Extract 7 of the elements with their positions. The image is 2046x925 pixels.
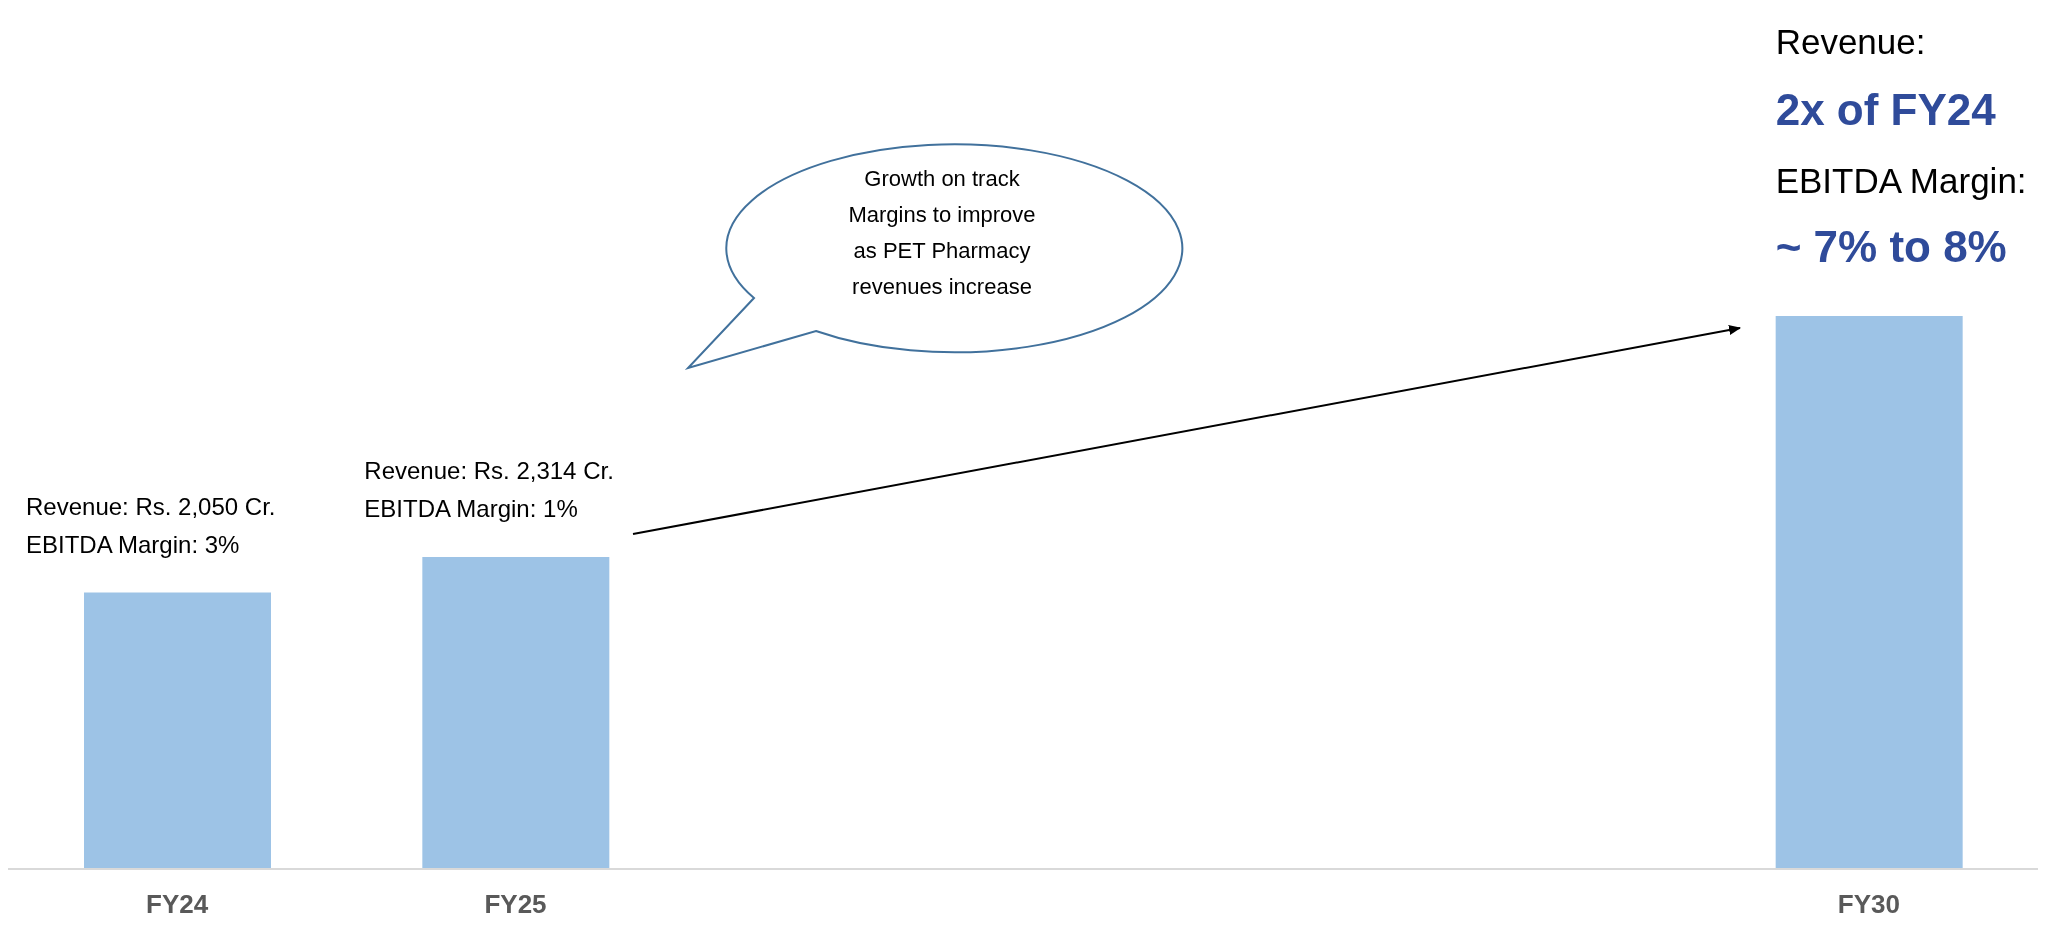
data-label: Revenue: Rs. 2,050 Cr. EBITDA Margin: 3% <box>26 492 276 558</box>
text: Growth on track Margins to improve as PET Pharmacy revenues increase <box>848 166 1036 299</box>
annotation: Revenue: 2x of FY24 EBITDA Margin: ~ 7% to 8% <box>1775 22 2027 271</box>
x-tick-label: FY25 <box>484 889 547 920</box>
x-tick-label: FY24 <box>146 889 209 920</box>
data-label: Revenue: Rs. 2,314 Cr. EBITDA Margin: 1% <box>364 456 614 522</box>
x-tick-label: FY30 <box>1837 889 1900 920</box>
